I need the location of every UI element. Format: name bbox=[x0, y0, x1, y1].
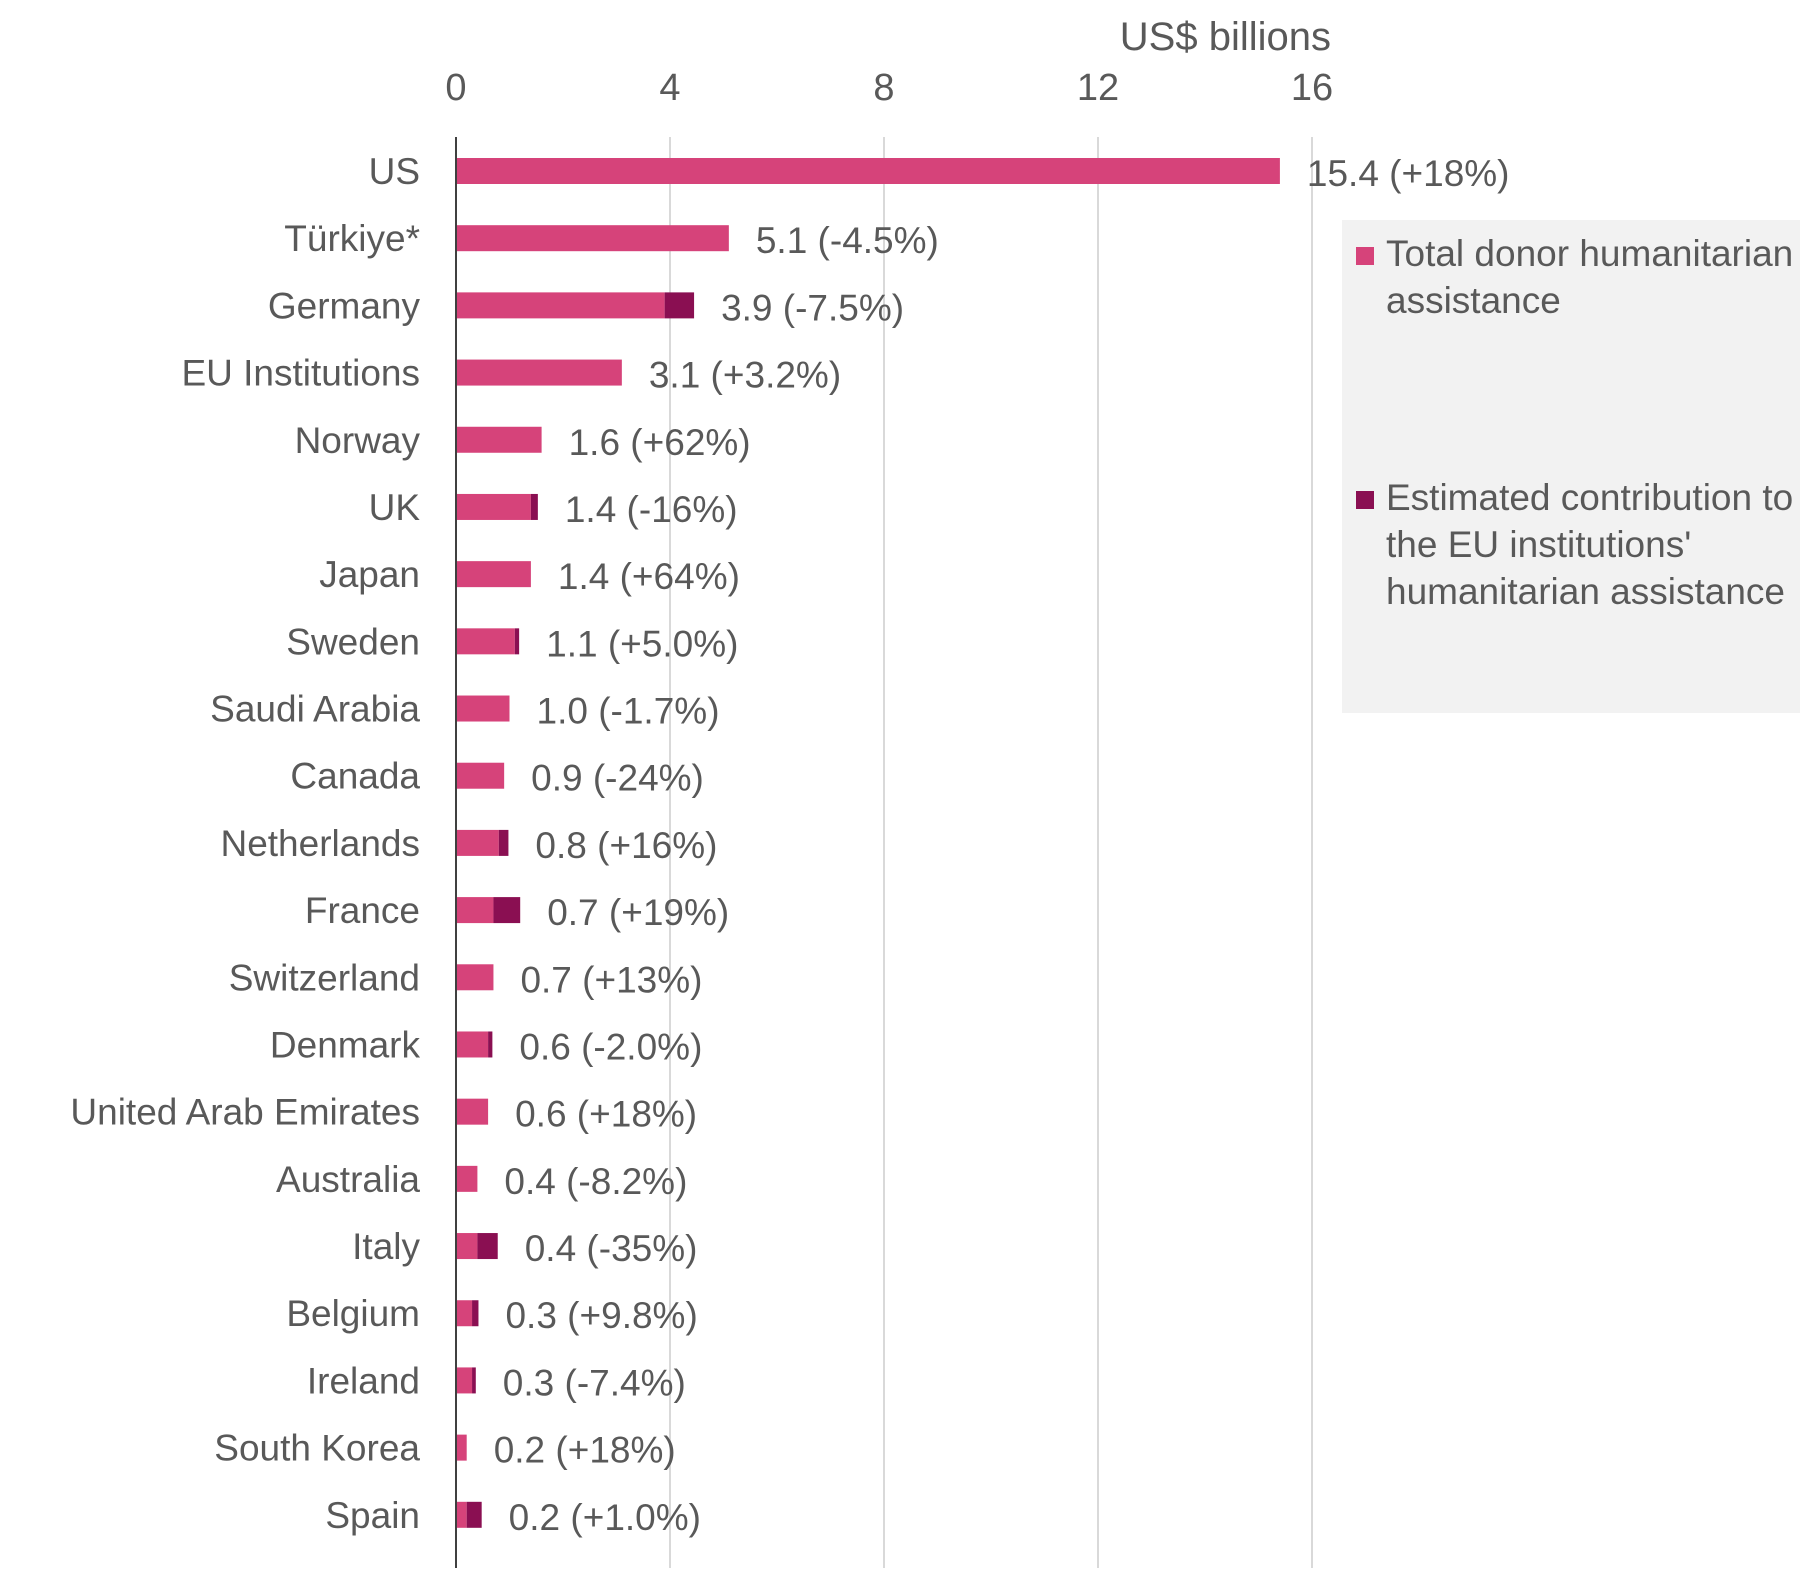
bar-eu-contribution bbox=[493, 897, 521, 924]
data-label: 0.2 (+1.0%) bbox=[509, 1497, 701, 1538]
bar-total bbox=[456, 762, 505, 789]
bar-total bbox=[456, 225, 729, 252]
data-label: 0.3 (-7.4%) bbox=[503, 1362, 686, 1403]
bar-eu-contribution bbox=[472, 1300, 479, 1327]
legend: Total donor humanitarian assistance Esti… bbox=[1342, 220, 1800, 713]
bar-total bbox=[456, 359, 622, 386]
category-label: South Korea bbox=[214, 1428, 420, 1469]
category-label: Denmark bbox=[270, 1024, 421, 1065]
bar-total bbox=[456, 1367, 473, 1394]
category-label: Germany bbox=[268, 285, 421, 326]
legend-item-eu-contribution: Estimated contribution to the EU institu… bbox=[1356, 474, 1796, 615]
bar-eu-contribution bbox=[472, 1367, 476, 1394]
category-label: Italy bbox=[352, 1226, 420, 1267]
bar-total bbox=[456, 964, 494, 991]
bar-eu-contribution bbox=[488, 1031, 493, 1058]
bar-eu-contribution bbox=[530, 493, 538, 520]
bar-total bbox=[456, 897, 494, 924]
data-label: 0.4 (-8.2%) bbox=[504, 1161, 687, 1202]
category-label: Sweden bbox=[286, 621, 420, 662]
data-label: 0.3 (+9.8%) bbox=[505, 1295, 697, 1336]
category-label: Switzerland bbox=[229, 957, 420, 998]
category-label: United Arab Emirates bbox=[70, 1092, 420, 1133]
data-label: 1.0 (-1.7%) bbox=[537, 691, 720, 732]
x-tick-label: 8 bbox=[873, 67, 894, 109]
data-label: 15.4 (+18%) bbox=[1307, 153, 1510, 194]
category-label: EU Institutions bbox=[181, 353, 420, 394]
category-label: UK bbox=[369, 487, 421, 528]
category-label: Spain bbox=[325, 1495, 420, 1536]
legend-item-total: Total donor humanitarian assistance bbox=[1356, 230, 1796, 324]
x-tick-label: 4 bbox=[659, 67, 680, 109]
bar-total bbox=[456, 493, 531, 520]
category-label: Norway bbox=[295, 420, 421, 461]
bar-total bbox=[456, 158, 1280, 184]
category-label: Türkiye* bbox=[284, 218, 420, 259]
gridlines bbox=[669, 137, 1313, 1568]
legend-swatch-eu-contribution bbox=[1356, 491, 1374, 509]
data-labels: 15.4 (+18%) 5.1 (-4.5%) 3.9 (-7.5%) 3.1 (+3… bbox=[494, 153, 1510, 1538]
bar-total bbox=[456, 695, 510, 722]
category-label: France bbox=[305, 890, 420, 931]
bar-total bbox=[456, 426, 542, 453]
category-labels: US Türkiye* Germany EU Institutions Norway UK… bbox=[70, 151, 420, 1536]
x-axis-title: US$ billions bbox=[1120, 15, 1331, 59]
category-label: Canada bbox=[290, 756, 420, 797]
x-tick-label: 12 bbox=[1077, 67, 1119, 109]
legend-label-eu-contribution: Estimated contribution to the EU institu… bbox=[1386, 477, 1794, 612]
data-label: 0.2 (+18%) bbox=[494, 1430, 676, 1471]
data-label: 5.1 (-4.5%) bbox=[756, 220, 939, 261]
bars bbox=[456, 158, 1280, 1528]
bar-total bbox=[456, 1434, 467, 1461]
bar-total bbox=[456, 1300, 473, 1327]
category-label: Netherlands bbox=[220, 823, 420, 864]
bar-total bbox=[456, 1233, 478, 1260]
data-label: 0.6 (-2.0%) bbox=[519, 1026, 702, 1067]
bar-total bbox=[456, 1165, 478, 1192]
data-label: 0.8 (+16%) bbox=[535, 825, 717, 866]
data-label: 1.1 (+5.0%) bbox=[546, 623, 738, 664]
data-label: 0.7 (+19%) bbox=[547, 892, 729, 933]
bar-eu-contribution bbox=[664, 292, 695, 319]
bar-total bbox=[456, 292, 665, 319]
category-label: Ireland bbox=[307, 1360, 420, 1401]
bar-eu-contribution bbox=[514, 628, 520, 655]
data-label: 3.9 (-7.5%) bbox=[721, 287, 904, 328]
category-label: Belgium bbox=[286, 1293, 420, 1334]
bar-eu-contribution bbox=[498, 829, 509, 856]
data-label: 0.4 (-35%) bbox=[525, 1228, 698, 1269]
category-label: Australia bbox=[276, 1159, 420, 1200]
bar-total bbox=[456, 829, 499, 856]
bar-total bbox=[456, 1501, 467, 1528]
bar-eu-contribution bbox=[466, 1501, 482, 1528]
bar-total bbox=[456, 561, 531, 588]
data-label: 3.1 (+3.2%) bbox=[649, 355, 841, 396]
data-label: 0.9 (-24%) bbox=[531, 758, 704, 799]
data-label: 1.4 (+64%) bbox=[558, 556, 740, 597]
x-tick-label: 0 bbox=[445, 67, 466, 109]
data-label: 0.6 (+18%) bbox=[515, 1094, 697, 1135]
data-label: 1.4 (-16%) bbox=[565, 489, 738, 530]
bar-total bbox=[456, 1098, 489, 1125]
x-tick-label: 16 bbox=[1291, 67, 1333, 109]
category-label: Saudi Arabia bbox=[210, 689, 420, 730]
bar-eu-contribution bbox=[477, 1233, 498, 1260]
bar-total bbox=[456, 1031, 489, 1058]
legend-label-total: Total donor humanitarian assistance bbox=[1386, 233, 1794, 321]
category-label: US bbox=[369, 151, 420, 192]
data-label: 1.6 (+62%) bbox=[569, 422, 751, 463]
legend-swatch-total bbox=[1356, 247, 1374, 265]
x-tick-labels: 0 4 8 12 16 bbox=[445, 67, 1333, 109]
category-label: Japan bbox=[319, 554, 420, 595]
data-label: 0.7 (+13%) bbox=[520, 959, 702, 1000]
bar-total bbox=[456, 628, 515, 655]
